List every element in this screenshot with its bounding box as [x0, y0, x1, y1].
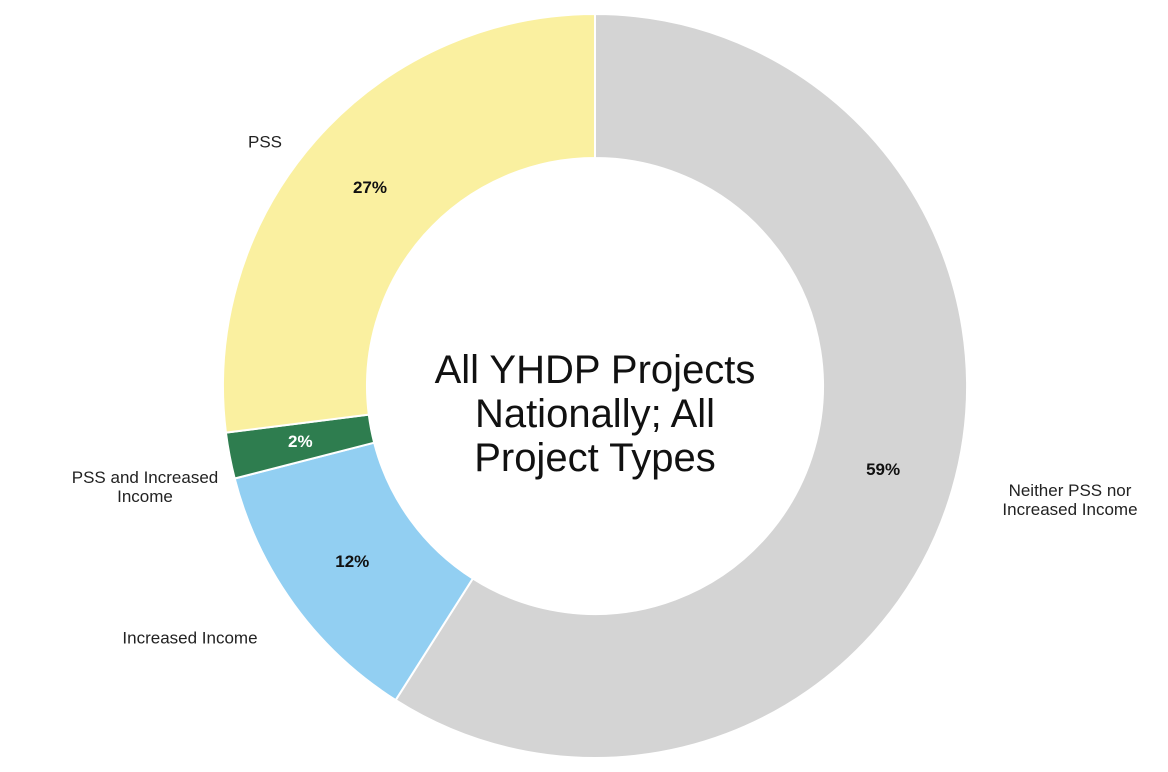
category-label: Increased Income — [122, 628, 258, 648]
category-label: PSS and Increased Income — [71, 468, 219, 506]
slice — [394, 12, 968, 759]
data-label: 2% — [288, 432, 313, 452]
data-label: 12% — [335, 552, 370, 572]
category-label: PSS — [247, 132, 283, 152]
center-text: All YHDP Projects Nationally; All Projec… — [434, 348, 756, 480]
data-label: 27% — [352, 177, 387, 197]
slice — [222, 12, 596, 434]
data-label: 59% — [866, 459, 901, 479]
category-label: Neither PSS nor Increased Income — [1002, 481, 1138, 519]
